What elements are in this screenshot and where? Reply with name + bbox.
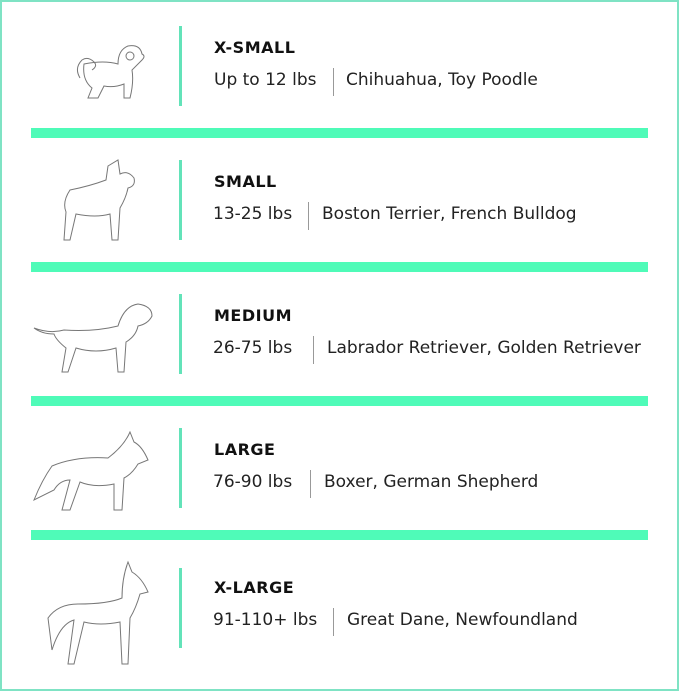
weight-range: 26-75 lbs: [213, 338, 293, 358]
size-title: SMALL: [214, 172, 277, 191]
size-title: LARGE: [214, 440, 276, 459]
weight-range: 13-25 lbs: [213, 204, 293, 224]
size-row-small: SMALL 13-25 lbs Boston Terrier, French B…: [0, 134, 679, 268]
great-dane-icon: [47, 560, 149, 665]
section-divider-bar: [31, 262, 648, 272]
text-separator: [313, 336, 314, 364]
retriever-icon: [33, 303, 153, 373]
shepherd-icon: [33, 430, 149, 511]
weight-range: 76-90 lbs: [213, 472, 293, 492]
example-breeds: Boxer, German Shepherd: [324, 472, 539, 492]
size-row-medium: MEDIUM 26-75 lbs Labrador Retriever, Gol…: [0, 268, 679, 402]
size-row-x-small: X-SMALL Up to 12 lbs Chihuahua, Toy Pood…: [0, 0, 679, 134]
size-title: X-SMALL: [214, 38, 296, 57]
divider-line: [179, 568, 182, 648]
example-breeds: Chihuahua, Toy Poodle: [346, 70, 538, 90]
text-separator: [310, 470, 311, 498]
size-row-large: LARGE 76-90 lbs Boxer, German Shepherd: [0, 402, 679, 536]
text-separator: [308, 202, 309, 230]
weight-range: Up to 12 lbs: [214, 70, 317, 90]
section-divider-bar: [31, 396, 648, 406]
divider-line: [179, 294, 182, 374]
divider-line: [179, 428, 182, 508]
small-fluffy-dog-icon: [76, 45, 145, 99]
size-title: MEDIUM: [214, 306, 292, 325]
weight-range: 91-110+ lbs: [213, 610, 318, 630]
example-breeds: Great Dane, Newfoundland: [347, 610, 578, 630]
divider-line: [179, 26, 182, 106]
section-divider-bar: [31, 530, 648, 540]
example-breeds: Labrador Retriever, Golden Retriever: [327, 338, 641, 358]
example-breeds: Boston Terrier, French Bulldog: [322, 204, 577, 224]
size-row-x-large: X-LARGE 91-110+ lbs Great Dane, Newfound…: [0, 540, 679, 691]
text-separator: [333, 68, 334, 96]
bulldog-icon: [63, 159, 135, 241]
divider-line: [179, 160, 182, 240]
size-title: X-LARGE: [214, 578, 295, 597]
text-separator: [333, 608, 334, 636]
section-divider-bar: [31, 128, 648, 138]
